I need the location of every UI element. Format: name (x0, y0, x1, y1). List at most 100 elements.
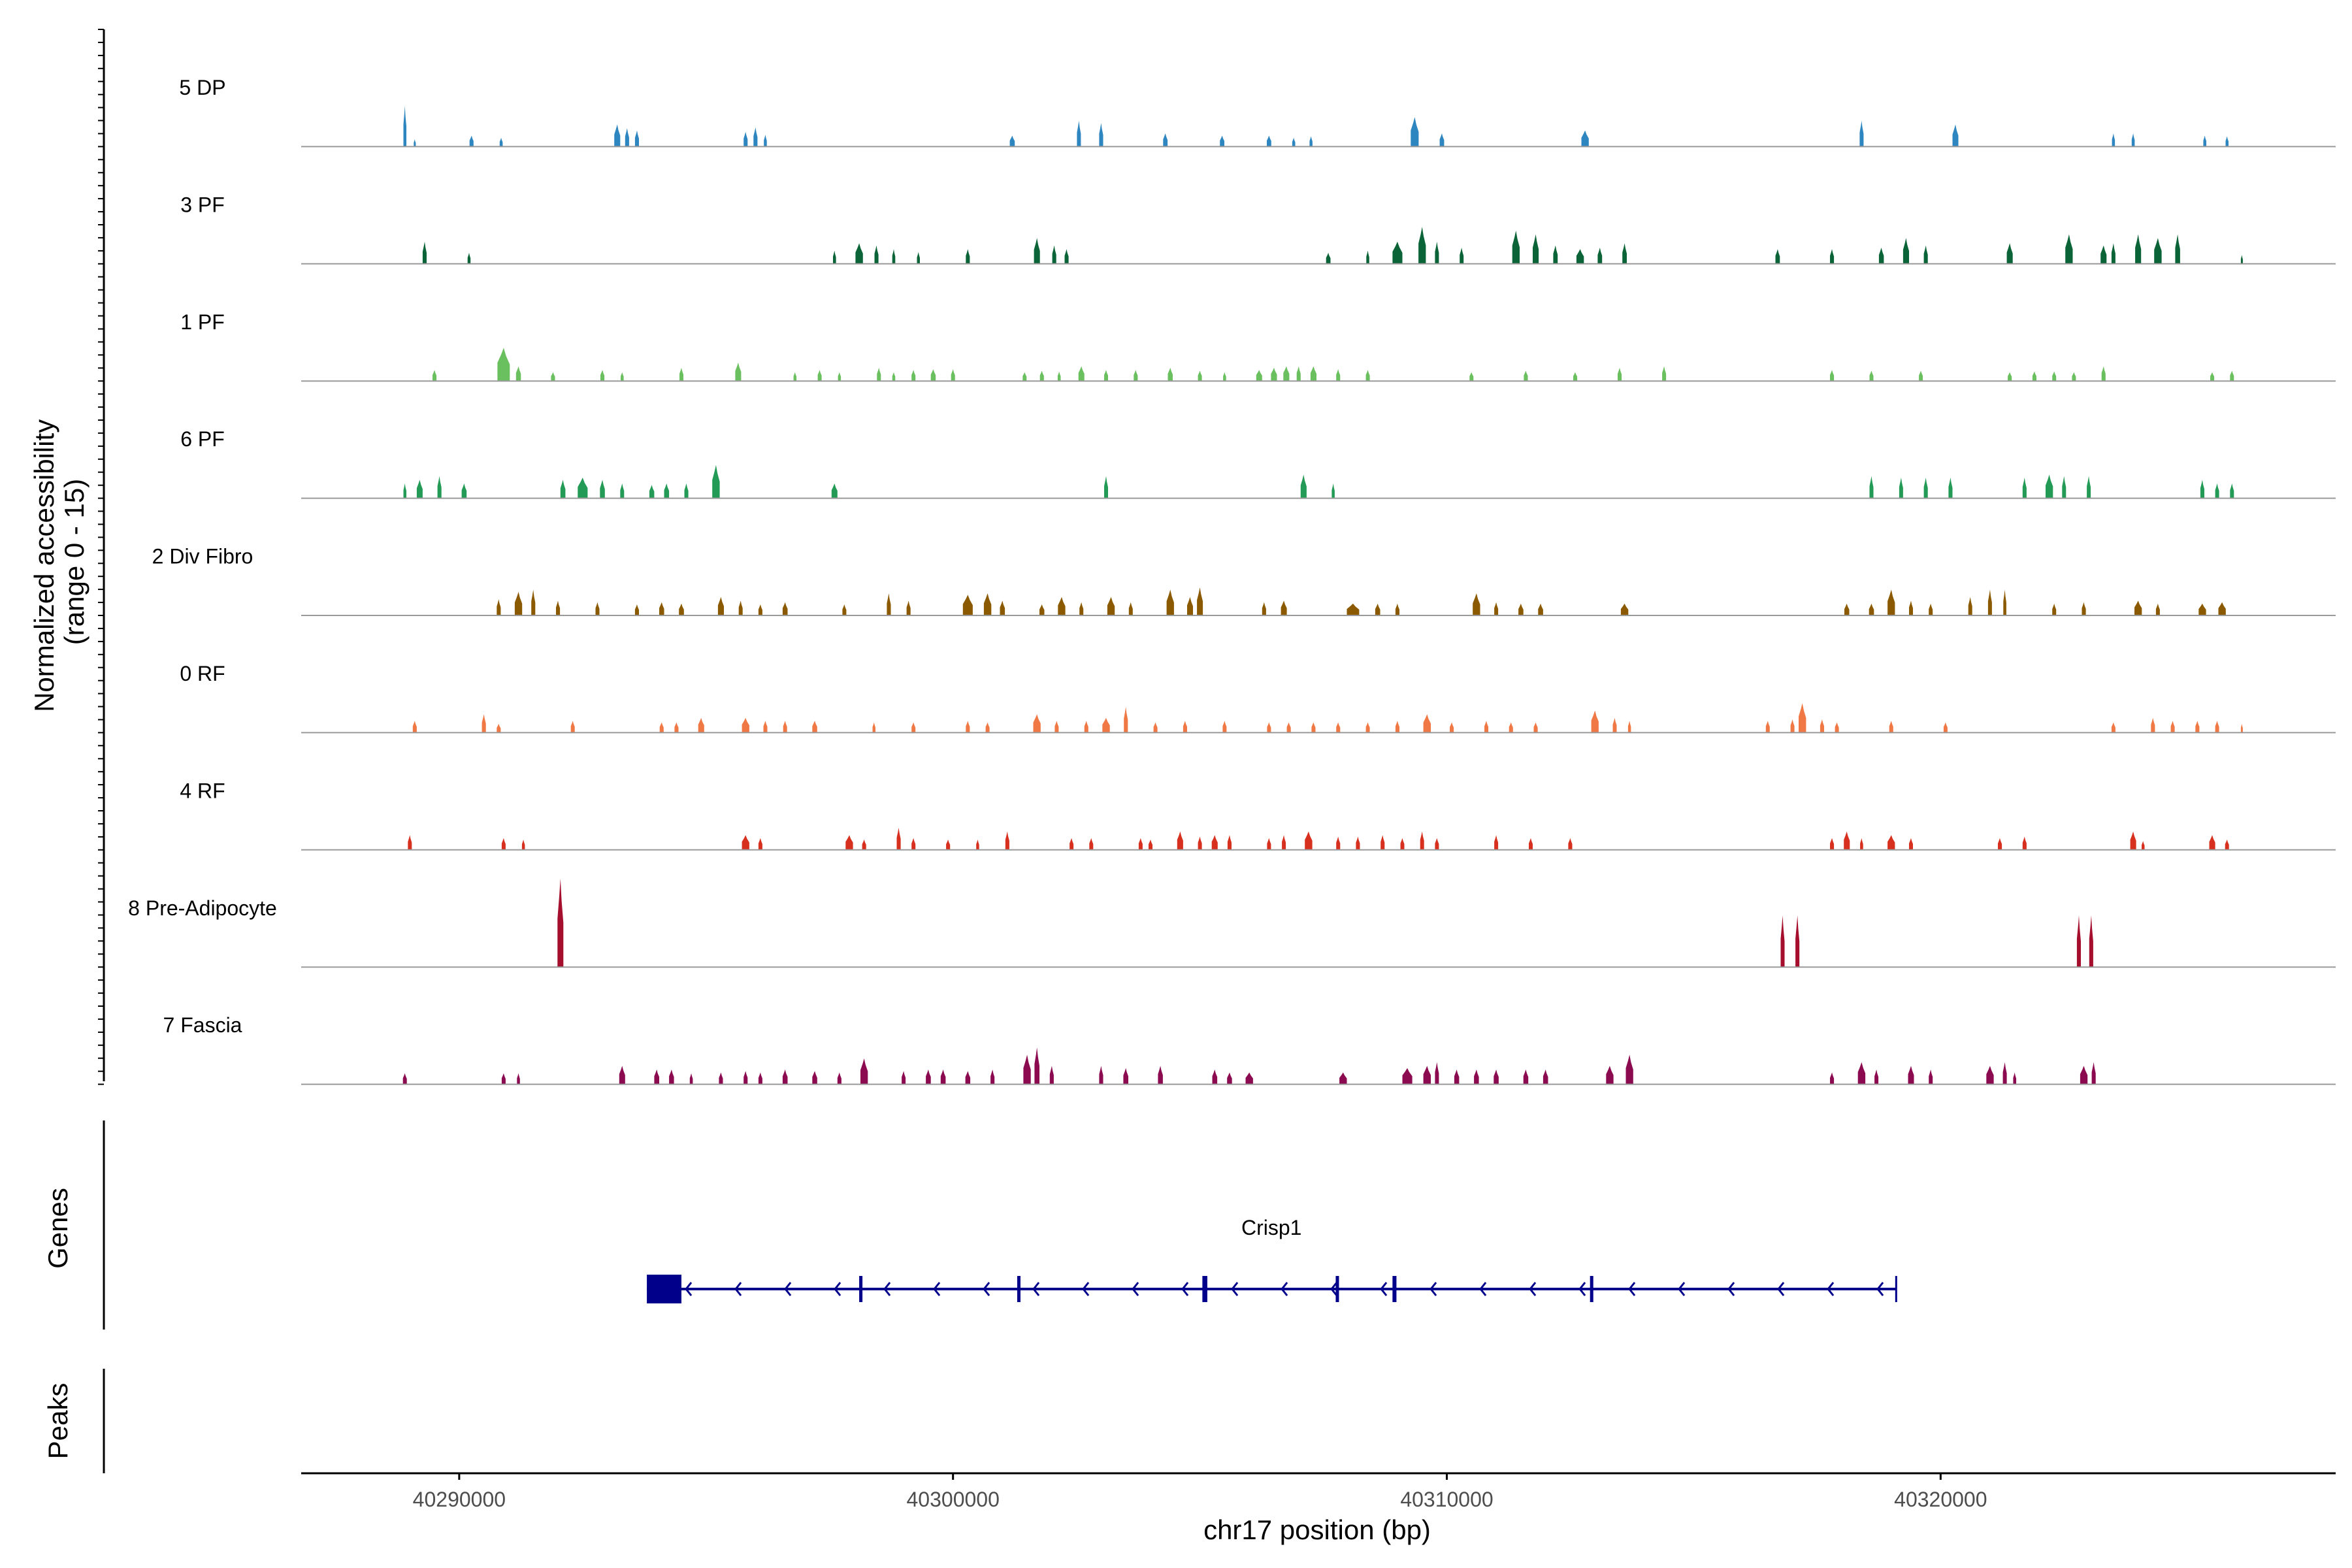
coverage-peak (1454, 1070, 1460, 1085)
coverage-peak (1874, 1070, 1879, 1085)
coverage-peak (1134, 370, 1138, 382)
coverage-peak (1568, 838, 1573, 850)
strand-arrow (1281, 1282, 1288, 1296)
coverage-peak (1084, 721, 1088, 733)
strand-arrow (1827, 1282, 1835, 1296)
coverage-peak (712, 465, 720, 498)
coverage-peak (1423, 1066, 1431, 1085)
coverage-peak (1576, 249, 1584, 264)
coverage-peak (1212, 1070, 1218, 1085)
coverage-peak (1869, 603, 1874, 615)
coverage-peak (911, 722, 916, 733)
coverage-peak (1395, 603, 1399, 615)
coverage-peak (946, 840, 951, 850)
coverage-peak (1538, 603, 1543, 615)
coverage-peak (1494, 835, 1499, 850)
coverage-peak (1211, 835, 1218, 850)
strand-arrow (1578, 1282, 1586, 1296)
coverage-peak (1830, 1072, 1835, 1085)
coverage-peak (1052, 245, 1056, 264)
coverage-peak (634, 604, 639, 615)
coverage-peak (570, 721, 575, 733)
coverage-peak (842, 604, 847, 615)
coverage-peak (521, 840, 525, 850)
coverage-peak (976, 840, 979, 850)
coverage-peak (1380, 835, 1385, 850)
strand-arrow (1181, 1282, 1189, 1296)
strand-arrow (1380, 1282, 1388, 1296)
coverage-peak (2065, 234, 2073, 264)
track-6-pf: 6 PF (180, 427, 2336, 499)
track-label: 6 PF (180, 427, 225, 451)
coverage-peak (1887, 589, 1895, 615)
coverage-peak (1395, 721, 1399, 733)
coverage-peak (414, 139, 416, 147)
coverage-peak (782, 602, 788, 615)
coverage-peak (2230, 483, 2234, 498)
coverage-peak (2155, 603, 2160, 615)
coverage-peak (2170, 721, 2175, 733)
coverage-peak (782, 1070, 788, 1085)
coverage-peak (515, 366, 521, 382)
coverage-peak (634, 130, 639, 147)
coverage-peak (902, 1071, 906, 1085)
coverage-peak (1034, 238, 1040, 264)
coverage-peak (1597, 248, 1603, 264)
coverage-peak (2080, 1066, 2088, 1085)
coverage-peak (855, 243, 863, 264)
coverage-peak (2209, 835, 2215, 850)
coverage-peak (1860, 838, 1863, 850)
coverage-peak (1948, 478, 1953, 498)
strand-arrow (1678, 1282, 1686, 1296)
x-axis-title: chr17 position (bp) (1203, 1514, 1431, 1545)
coverage-peak (1484, 721, 1488, 733)
coverage-peak (838, 372, 841, 382)
coverage-peak (1039, 604, 1045, 615)
coverage-peak (501, 838, 506, 850)
coverage-peak (911, 838, 916, 850)
coverage-peak (1079, 602, 1084, 615)
strand-arrow (834, 1282, 841, 1296)
coverage-peak (1411, 117, 1419, 147)
coverage-peak (2240, 723, 2243, 733)
coverage-peak (497, 723, 501, 733)
coverage-peak (1835, 722, 1839, 733)
coverage-tracks: 5 DP 3 PF 1 PF 6 PF 2 Div Fibro 0 RF 4 RF 8 Pre… (128, 76, 2336, 1085)
coverage-peak (1104, 370, 1108, 382)
coverage-peak (2195, 721, 2200, 733)
coverage-peak (831, 483, 838, 498)
track-5-dp: 5 DP (179, 76, 2336, 148)
coverage-peak (1089, 838, 1094, 850)
coverage-peak (2003, 589, 2006, 615)
coverage-peak (742, 717, 749, 733)
coverage-peak (2076, 915, 2081, 968)
coverage-peak (1198, 370, 1202, 382)
coverage-peak (2089, 915, 2093, 968)
track-2-div-fibro: 2 Div Fibro (152, 545, 2336, 616)
peaks-track: Peaks (42, 1369, 105, 1473)
coverage-peak (402, 1073, 407, 1085)
coverage-peak (743, 1071, 748, 1085)
coverage-peak (620, 483, 625, 498)
coverage-peak (2203, 135, 2206, 147)
coverage-peak (2082, 602, 2086, 615)
coverage-peak (1331, 483, 1335, 498)
coverage-peak (1311, 722, 1316, 733)
coverage-peak (793, 372, 797, 382)
coverage-peak (1402, 1068, 1413, 1085)
coverage-peak (1336, 836, 1341, 850)
coverage-peak (1326, 252, 1331, 264)
coverage-peak (698, 717, 704, 733)
track-label: 2 Div Fibro (152, 545, 253, 568)
coverage-peak (1625, 1054, 1633, 1085)
coverage-peak (983, 593, 992, 615)
x-tick-label: 40320000 (1894, 1488, 1987, 1511)
coverage-peak (1078, 366, 1085, 382)
coverage-peak (649, 485, 655, 498)
coverage-peak (1220, 135, 1224, 147)
coverage-peak (1365, 370, 1370, 382)
coverage-peak (1223, 372, 1226, 382)
track-0-rf: 0 RF (180, 662, 2336, 734)
coverage-peak (1899, 478, 1903, 498)
coverage-peak (990, 1070, 995, 1085)
